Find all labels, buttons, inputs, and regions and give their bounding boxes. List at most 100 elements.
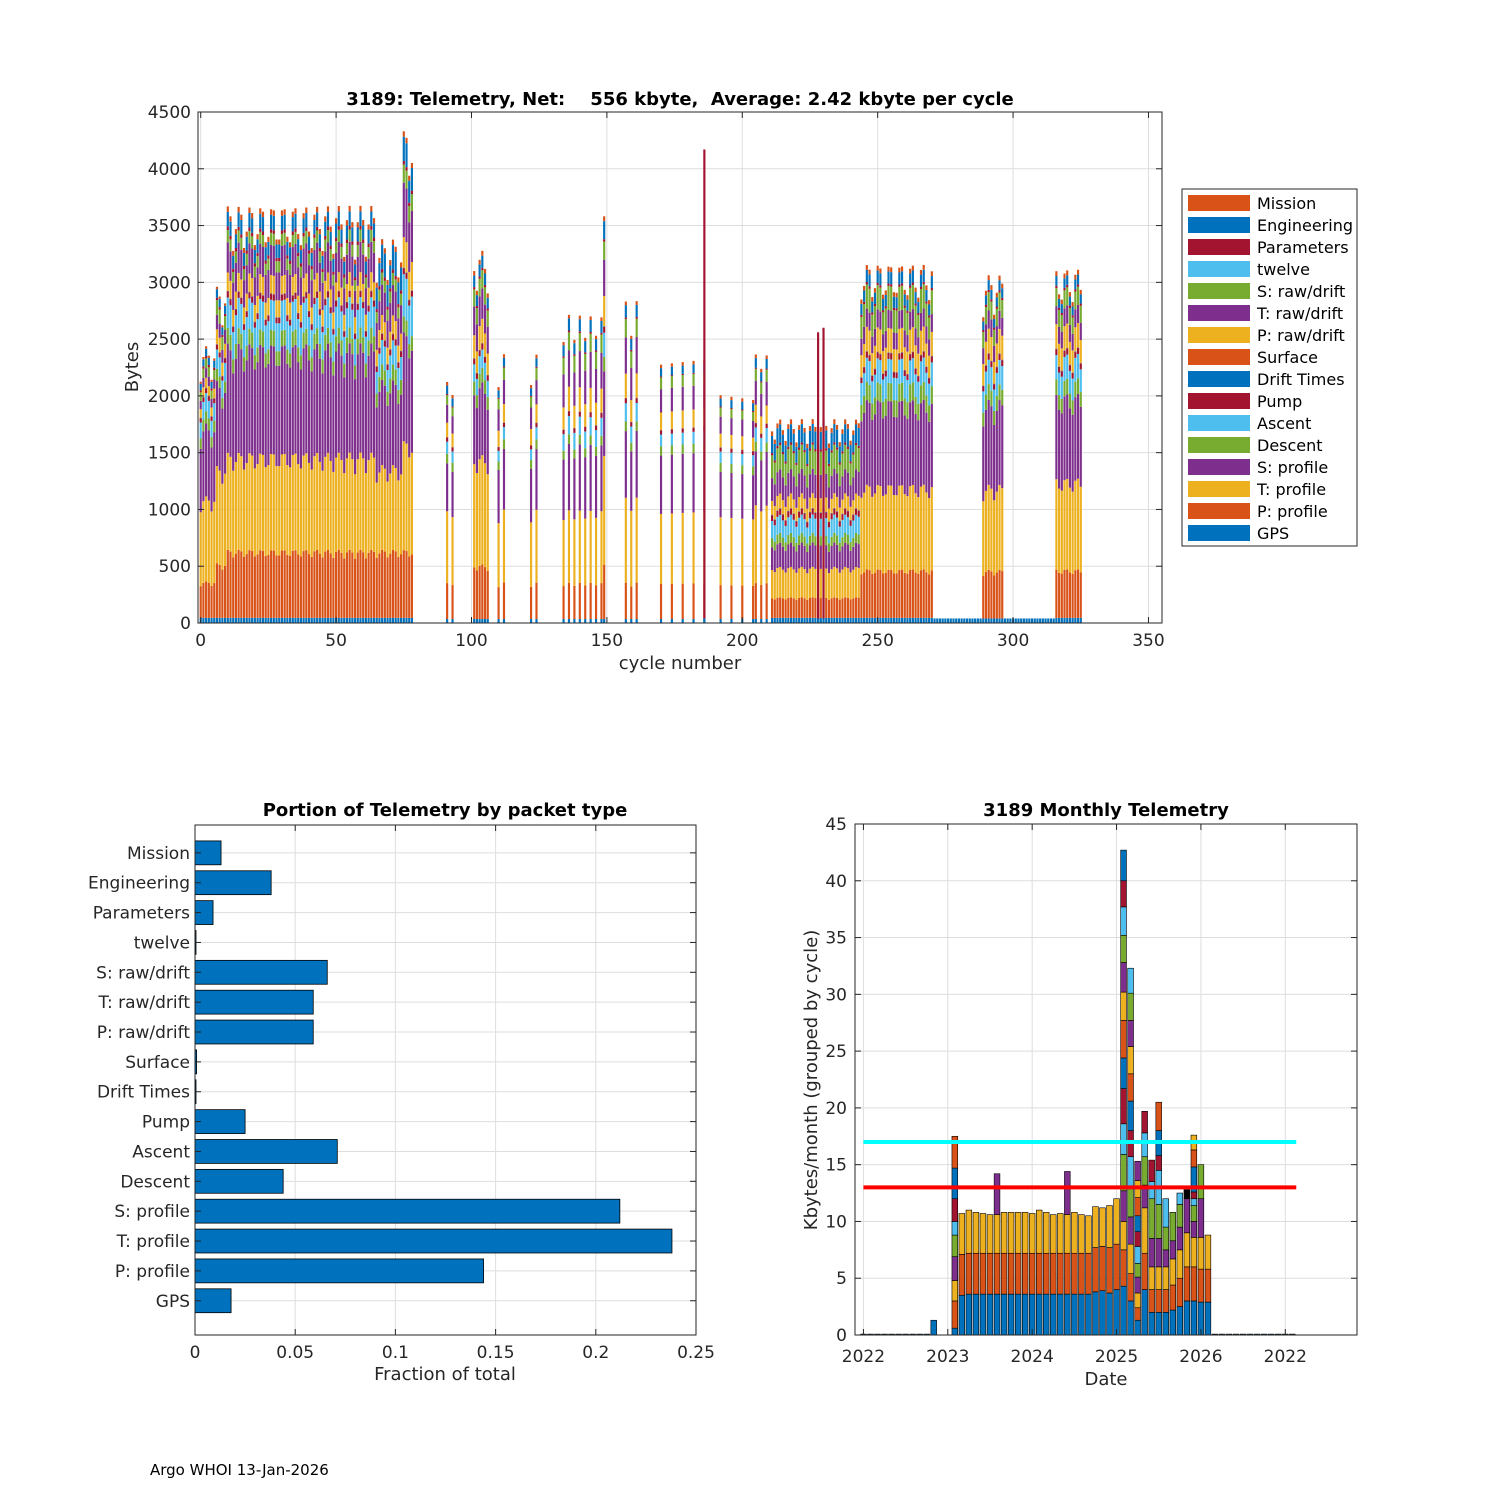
top-bar-segment (624, 403, 627, 422)
br-bar-segment (1113, 1243, 1120, 1290)
br-bar-segment (930, 1319, 937, 1336)
top-bar-segment (302, 218, 305, 233)
br-y-tick-label: 15 (825, 1156, 847, 1176)
top-bar-segment (340, 617, 343, 623)
top-bar-segment (348, 452, 351, 550)
top-bar-segment (410, 211, 414, 262)
br-bar-segment (1085, 1293, 1092, 1336)
top-bar-segment (335, 282, 338, 301)
top-bar-cycle (264, 242, 267, 623)
top-bar-segment (210, 416, 213, 421)
top-bar-segment (478, 356, 481, 374)
top-bar-segment (302, 296, 305, 303)
bl-category-label: S: profile (114, 1202, 190, 1222)
top-bar-segment (719, 407, 722, 417)
top-bar-segment (803, 569, 806, 599)
top-bar-segment (310, 469, 313, 557)
top-bar-segment (240, 214, 243, 220)
top-bar-segment (865, 284, 868, 309)
top-bar-segment (261, 276, 265, 295)
top-bar-segment (584, 431, 587, 449)
bl-bar (194, 1198, 621, 1224)
top-bar-segment (408, 300, 411, 306)
top-bar-segment (890, 359, 893, 384)
top-bar-segment (982, 386, 985, 392)
legend-label: Drift Times (1257, 370, 1345, 389)
top-bar-segment (890, 284, 893, 287)
top-bar-segment (242, 329, 246, 358)
top-bar-segment (310, 266, 313, 270)
top-bar-cycle (451, 394, 454, 623)
br-bar-segment (986, 1252, 994, 1295)
top-bar-segment (871, 353, 874, 376)
top-bar-segment (789, 424, 793, 443)
top-bar-segment (356, 354, 359, 460)
top-bar-segment (408, 205, 411, 223)
top-bar-segment (1060, 312, 1063, 316)
top-bar-segment (313, 333, 316, 350)
top-bar-cycle (486, 293, 489, 623)
top-bar-segment (451, 447, 454, 452)
top-bar-segment (340, 258, 343, 288)
top-bar-segment (863, 304, 866, 327)
top-bar-segment (882, 334, 885, 352)
top-bar-segment (199, 438, 202, 449)
br-bar-segment (972, 1252, 980, 1295)
br-bar-segment (1176, 1306, 1184, 1336)
top-bar-segment (887, 285, 890, 311)
top-bar-segment (234, 229, 237, 235)
top-bar-segment (987, 399, 990, 485)
top-bar-segment (335, 336, 338, 352)
top-bar-segment (798, 473, 801, 498)
top-bar-segment (316, 242, 319, 273)
top-bar-segment (283, 244, 286, 275)
br-bar-segment (1043, 1252, 1050, 1295)
top-bar-segment (860, 338, 863, 356)
top-bar-cycle (933, 618, 936, 623)
top-bar-segment (865, 265, 868, 270)
top-bar-segment (792, 537, 795, 547)
top-bar-segment (307, 617, 311, 623)
top-bar-segment (846, 448, 849, 473)
br-bar-segment (1120, 1249, 1127, 1287)
top-bar-segment (264, 274, 267, 303)
top-bar-segment (808, 535, 812, 546)
br-chart-title: 3189 Monthly Telemetry (983, 800, 1229, 821)
top-bar-segment (305, 231, 308, 244)
top-bar-cycle (806, 443, 809, 623)
top-bar-segment (529, 468, 533, 523)
top-bar-segment (792, 519, 795, 538)
top-bar-segment (979, 618, 982, 623)
top-bar-segment (310, 329, 313, 358)
top-bar-segment (868, 570, 871, 618)
top-bar-segment (446, 453, 449, 464)
top-bar-segment (372, 252, 376, 283)
top-bar-cycle (895, 292, 898, 623)
top-bar-segment (367, 311, 370, 341)
top-bar-segment (223, 313, 227, 317)
top-bar-segment (1071, 373, 1074, 379)
top-bar-segment (529, 460, 533, 469)
top-bar-segment (838, 486, 841, 508)
top-bar-segment (351, 303, 354, 310)
top-bar-segment (784, 542, 787, 551)
top-bar-segment (478, 565, 481, 620)
top-bar-segment (213, 403, 216, 421)
top-bar-segment (670, 387, 673, 412)
top-bar-segment (210, 381, 213, 389)
top-bar-segment (884, 306, 887, 309)
top-bar-segment (906, 295, 909, 300)
bl-ticks: 0 0.05 0.1 0.15 0.2 0.25MissionEngineeringPar… (88, 825, 715, 1363)
top-bar-segment (294, 617, 297, 623)
top-bar-segment (202, 366, 205, 369)
top-bar-segment (770, 538, 774, 548)
top-bar-segment (335, 241, 338, 253)
br-bar-segment (951, 1327, 959, 1336)
top-bar-segment (919, 286, 923, 290)
top-bar-segment (329, 617, 332, 623)
top-bar-segment (890, 617, 893, 623)
top-bar-segment (370, 297, 373, 328)
top-bar-segment (833, 597, 836, 618)
top-bar-segment (906, 573, 909, 618)
br-bar-segment (1113, 1198, 1120, 1245)
